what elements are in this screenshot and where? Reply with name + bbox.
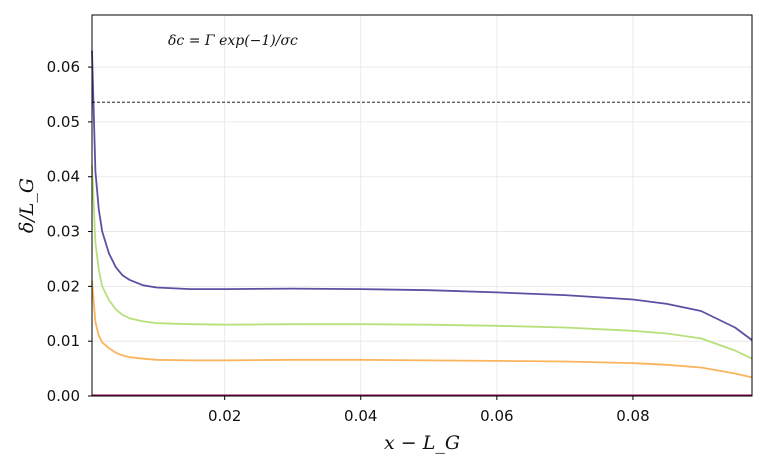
y-tick-label: 0.01 [47, 332, 80, 350]
series-line-2 [91, 165, 753, 360]
x-tick-label: 0.06 [480, 407, 513, 425]
x-tick-label: 0.04 [344, 407, 377, 425]
y-tick-label: 0.00 [47, 387, 80, 405]
x-axis-label: x − L_G [384, 432, 460, 454]
ticks: 0.02 0.04 0.06 0.08 0.00 0.01 0.02 0.03 0.04 0.05… [47, 58, 650, 425]
y-tick-label: 0.06 [47, 58, 80, 76]
y-tick-label: 0.03 [47, 223, 80, 241]
y-tick-label: 0.04 [47, 168, 80, 186]
y-tick-label: 0.05 [47, 113, 80, 131]
series-line-3 [91, 280, 753, 379]
y-tick-label: 0.02 [47, 277, 80, 295]
plot-frame [91, 14, 753, 397]
annotation: δc = Γ exp(−1)/σc [168, 33, 298, 49]
x-tick-label: 0.02 [208, 407, 241, 425]
series-line-1 [91, 50, 753, 341]
x-tick-label: 0.08 [616, 407, 649, 425]
y-axis-label: δ/L_G [16, 178, 38, 233]
